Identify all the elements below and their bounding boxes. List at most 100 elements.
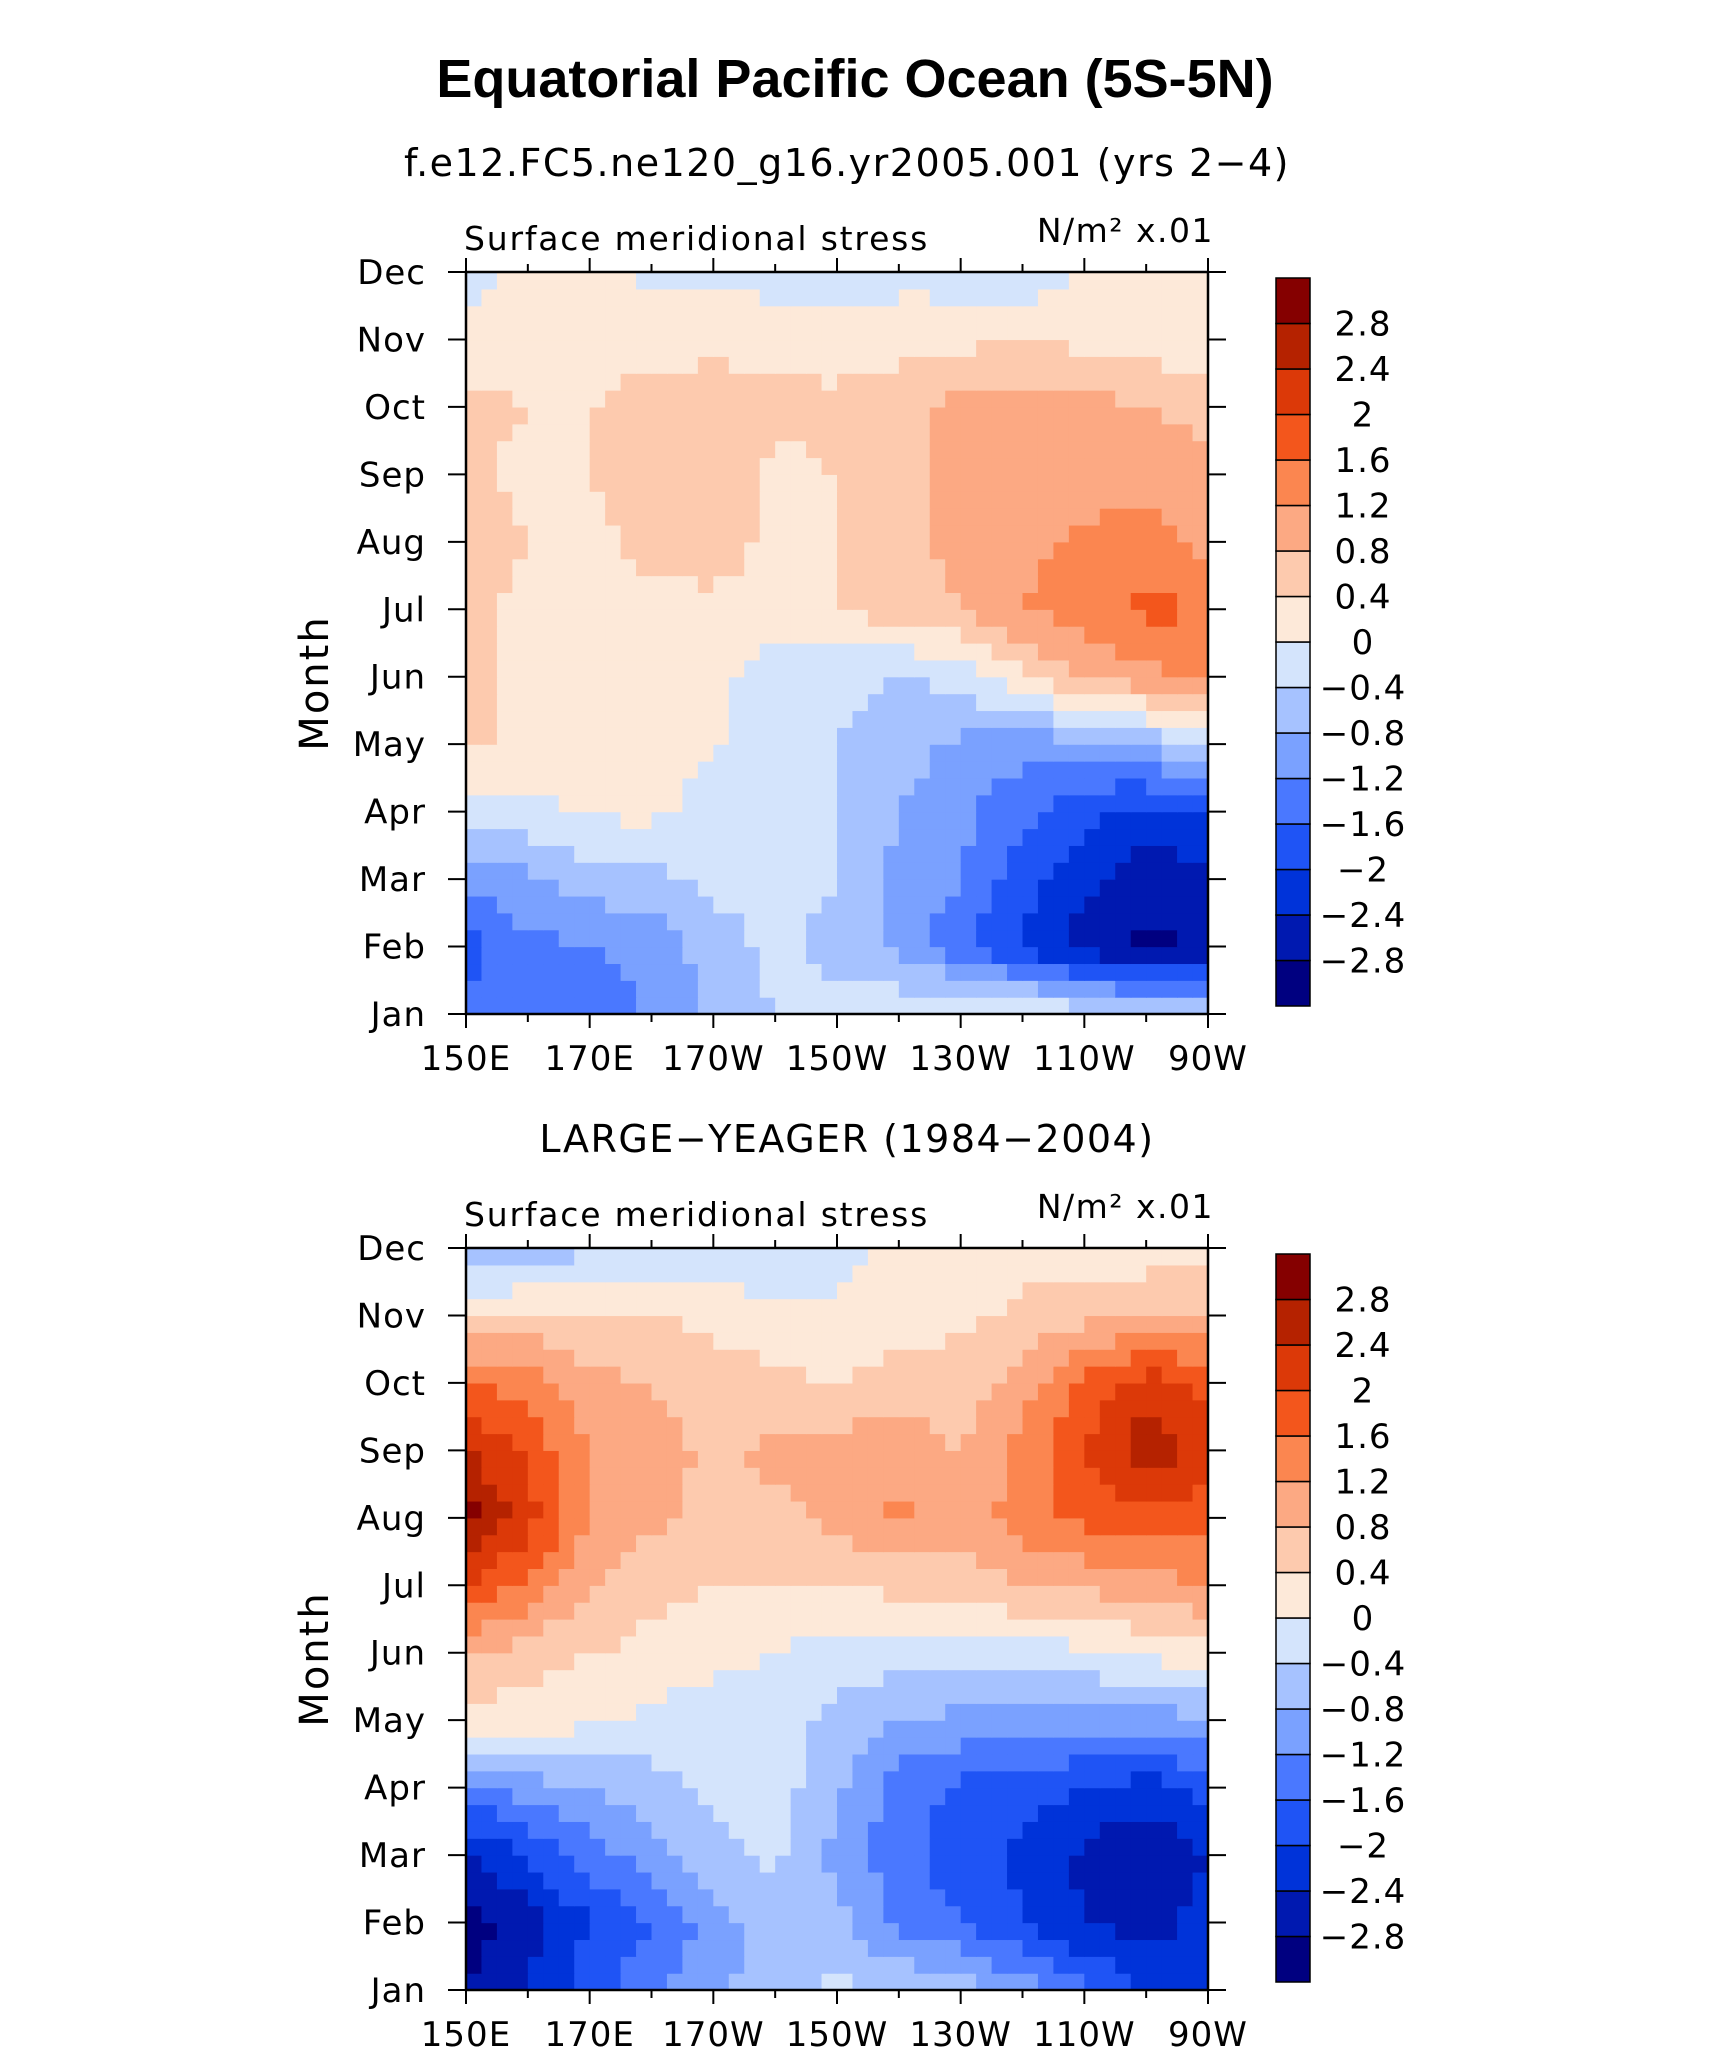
heatmap-cell [929,1888,946,1907]
heatmap-cell [991,1433,1008,1451]
heatmap-cell [744,1973,761,1991]
heatmap-cell [867,1635,884,1654]
heatmap-cell [883,946,900,965]
y-tick-label: Dec [357,253,426,293]
heatmap-cell [945,1315,962,1333]
heatmap-cell [775,1366,792,1384]
heatmap-cell [1115,1349,1132,1367]
heatmap-cell [481,761,498,779]
heatmap-cell [496,845,513,863]
heatmap-cell [651,946,668,965]
heatmap-cell [496,373,513,391]
heatmap-cell [682,1534,699,1553]
heatmap-cell [1115,693,1132,712]
heatmap-cell [790,1332,807,1350]
heatmap-cell [945,1534,962,1553]
heatmap-cell [558,508,575,526]
heatmap-cell [790,1467,807,1485]
heatmap-cell [636,406,653,425]
heatmap-cell [636,811,653,830]
heatmap-cell [744,1551,761,1570]
heatmap-cell [867,676,884,695]
heatmap-cell [682,1602,699,1620]
heatmap-cell [976,659,993,678]
heatmap-cell [883,1399,900,1418]
heatmap-cell [759,541,776,560]
heatmap-cell [728,1720,745,1738]
heatmap-cell [496,1467,513,1485]
heatmap-cell [558,1652,575,1671]
heatmap-cell [636,1770,653,1789]
heatmap-cell [1146,777,1163,796]
heatmap-cell [651,474,668,492]
heatmap-cell [1130,1332,1147,1350]
heatmap-cell [1099,339,1116,357]
heatmap-cell [466,1315,483,1333]
heatmap-cell [852,1416,869,1435]
heatmap-cell [1146,845,1163,863]
heatmap-cell [991,693,1008,712]
heatmap-cell [728,777,745,796]
heatmap-cell [1130,1905,1147,1924]
heatmap-cell [713,1585,730,1603]
heatmap-cell [496,1720,513,1738]
heatmap-cell [620,659,637,678]
heatmap-cell [1192,1686,1209,1704]
heatmap-cell [1130,1534,1147,1553]
heatmap-cell [806,727,823,745]
heatmap-cell [1007,1804,1024,1822]
heatmap-cell [605,761,622,779]
heatmap-cell [512,1821,529,1839]
heatmap-cell [558,626,575,644]
heatmap-cell [960,457,977,475]
heatmap-cell [914,1838,931,1856]
heatmap-cell [991,1804,1008,1822]
heatmap-cell [744,1399,761,1418]
heatmap-cell [682,1585,699,1603]
heatmap-cell [543,1433,560,1451]
heatmap-cell [1161,1619,1178,1637]
heatmap-cell [713,1382,730,1401]
heatmap-cell [945,1821,962,1839]
heatmap-cell [651,862,668,880]
heatmap-cell [574,1298,591,1317]
heatmap-cell [543,626,560,644]
heatmap-cell [945,1686,962,1704]
heatmap-cell [496,1281,513,1300]
heatmap-cell [1130,272,1147,290]
heatmap-cell [976,1416,993,1435]
heatmap-cell [837,524,854,543]
heatmap-cell [558,1585,575,1603]
heatmap-cell [1115,440,1132,459]
heatmap-cell [512,659,529,678]
heatmap-cell [976,541,993,560]
heatmap-cell [1115,356,1132,374]
heatmap-cell [852,1315,869,1333]
heatmap-cell [898,963,915,981]
heatmap-cell [867,1871,884,1890]
heatmap-cell [605,423,622,442]
heatmap-cell [960,828,977,846]
heatmap-cell [960,288,977,307]
heatmap-cell [1177,929,1194,948]
heatmap-cell [960,356,977,374]
heatmap-cell [867,1838,884,1856]
heatmap-cell [651,895,668,914]
heatmap-cell [837,440,854,459]
heatmap-cell [682,879,699,897]
heatmap-cell [728,1332,745,1350]
heatmap-cell [527,508,544,526]
heatmap-cell [605,1484,622,1502]
heatmap-cell [728,946,745,965]
heatmap-cell [574,1585,591,1603]
heatmap-cell [527,845,544,863]
heatmap-cell [1115,1922,1132,1941]
heatmap-cell [558,1619,575,1637]
heatmap-panel-2: LARGE−YEAGER (1984−2004)Surface meridion… [292,1117,1405,2055]
heatmap-cell [1115,1484,1132,1502]
heatmap-cell [543,339,560,357]
heatmap-cell [728,912,745,931]
heatmap-cell [898,693,915,712]
heatmap-cell [1130,879,1147,897]
heatmap-cell [837,727,854,745]
